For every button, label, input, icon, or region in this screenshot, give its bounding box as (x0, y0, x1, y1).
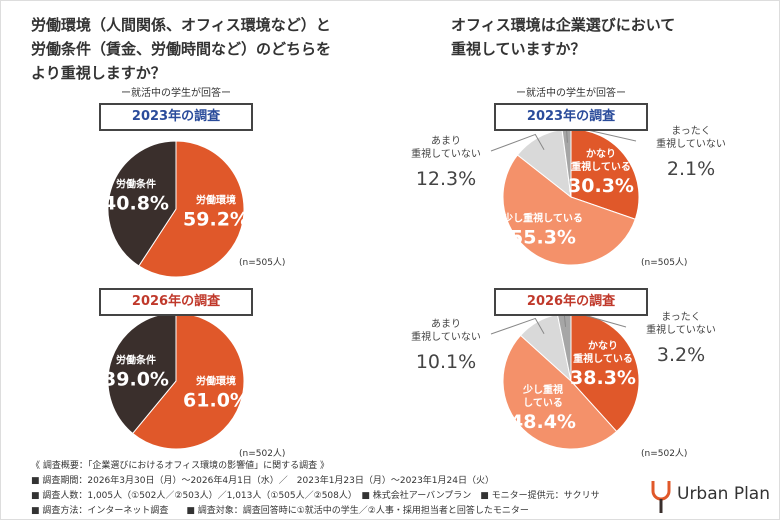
slice-label: かなり 重視している 38.3% (570, 340, 636, 390)
value-label: 39.0% (103, 368, 169, 391)
category-label: あまり 重視していない (411, 136, 481, 160)
footer-line: ■ 調査期間：2026年3月30日（月）～2026年4月1日（水）／ 2023年… (31, 476, 494, 486)
footer-line: 《 調査概要：「企業選びにおけるオフィス環境の影響値」に関する調査 》 (31, 461, 330, 471)
logo: Urban Plan (677, 484, 770, 504)
slice-label: 労働環境 59.2% (183, 195, 249, 232)
category-label: 少し重視 している (522, 385, 563, 409)
slice-label: あまり 重視していない 10.1% (411, 318, 481, 374)
leader-line (490, 133, 545, 152)
footer-line: ■ 調査人数：1,005人（①502人／②503人）／1,013人（①505人／… (31, 491, 600, 501)
value-label: 10.1% (415, 351, 477, 373)
category-label: あまり 重視していない (411, 319, 481, 343)
sample-size: (n=502人) (239, 449, 286, 459)
slice-label: あまり 重視していない 12.3% (411, 135, 481, 191)
category-label: まったく 重視していない (646, 312, 716, 336)
value-label: 30.3% (568, 175, 634, 197)
panel-note: ー就活中の学生が回答ー (121, 88, 231, 99)
slice-label: 少し重視 している 48.4% (510, 384, 576, 434)
slice-label: 労働条件 39.0% (103, 355, 169, 392)
category-label: 労働条件 (115, 355, 156, 367)
value-label: 61.0% (183, 389, 249, 412)
value-label: 40.8% (103, 192, 169, 215)
chart-title: 2026年の調査 (99, 288, 253, 316)
category-label: まったく 重視していない (656, 126, 726, 150)
panel-title: 労働条件（賃金、労働時間など）のどちらを (31, 40, 332, 58)
category-label: かなり 重視している (571, 149, 631, 173)
panel-title: 労働環境（人間関係、オフィス環境など）と (31, 16, 331, 34)
slice-label: まったく 重視していない 3.2% (646, 311, 716, 367)
value-label: 55.3% (510, 226, 576, 249)
footer-line: ■ 調査方法：インターネット調査 ■ 調査対象：調査回答時に①就活中の学生／②人… (31, 506, 529, 516)
slice-label: まったく 重視していない 2.1% (656, 125, 726, 181)
category-label: かなり 重視している (573, 341, 633, 365)
slice-label: 少し重視している 55.3% (503, 213, 583, 250)
category-label: 労働環境 (195, 195, 236, 207)
category-label: 少し重視している (503, 213, 583, 225)
pie-slice (502, 334, 618, 450)
pie-slice (107, 140, 177, 267)
panel-title: オフィス環境は企業選びにおいて (451, 16, 676, 34)
panel-title: より重視しますか？ (31, 64, 166, 82)
sample-size: (n=505人) (641, 258, 688, 268)
sample-size: (n=505人) (239, 258, 286, 268)
pie-slice (138, 140, 245, 278)
panel-note: ー就活中の学生が回答ー (516, 88, 626, 99)
value-label: 2.1% (666, 158, 716, 180)
value-label: 48.4% (510, 411, 576, 433)
chart-title: 2023年の調査 (99, 103, 253, 131)
value-label: 3.2% (656, 344, 706, 366)
pie-slice (131, 312, 245, 450)
leader-line (490, 317, 545, 335)
slice-label: かなり 重視している 30.3% (568, 148, 634, 198)
slice-label: 労働条件 40.8% (103, 179, 169, 216)
value-label: 59.2% (183, 208, 249, 231)
category-label: 労働条件 (115, 179, 156, 191)
chart-title: 2023年の調査 (494, 103, 648, 131)
logo-icon (651, 481, 671, 513)
value-label: 38.3% (570, 367, 636, 389)
slice-label: 労働環境 61.0% (183, 376, 249, 413)
value-label: 12.3% (415, 168, 477, 190)
pie-slice (502, 154, 636, 266)
sample-size: (n=502人) (641, 449, 688, 459)
category-label: 労働環境 (195, 376, 236, 388)
chart-title: 2026年の調査 (494, 288, 648, 316)
panel-title: 重視していますか？ (451, 40, 586, 58)
